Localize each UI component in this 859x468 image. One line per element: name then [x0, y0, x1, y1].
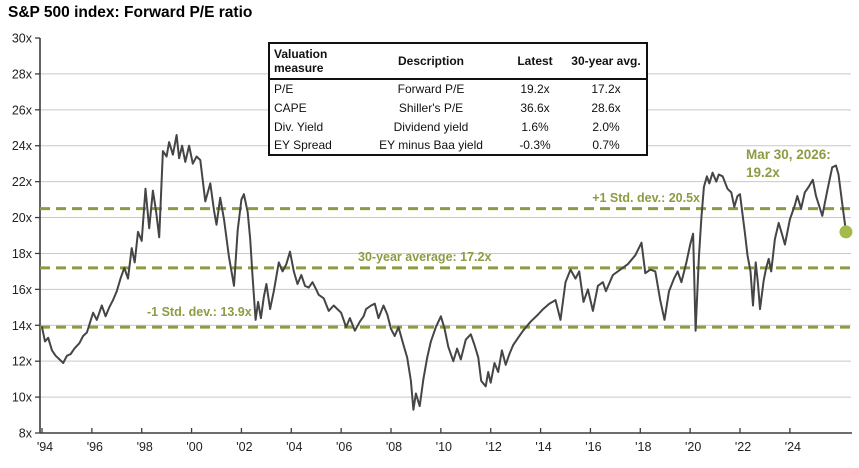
- table-cell: -0.3%: [519, 138, 551, 152]
- reference-line-label-0: +1 Std. dev.: 20.5x: [592, 191, 700, 205]
- y-tick-label: 24x: [12, 139, 33, 153]
- y-tick-label: 18x: [12, 247, 33, 261]
- x-tick-label: '14: [535, 440, 551, 454]
- table-cell: Dividend yield: [393, 119, 469, 134]
- endpoint-dot: [839, 225, 853, 239]
- x-tick-label: '22: [735, 440, 751, 454]
- y-tick-label: 10x: [12, 391, 33, 405]
- valuation-table-body: P/E Forward P/E 19.2x 17.2x CAPE Shiller's P/…: [269, 79, 647, 155]
- x-tick-label: '24: [785, 440, 801, 454]
- x-tick-label: '10: [436, 440, 452, 454]
- x-tick-label: '94: [37, 440, 53, 454]
- x-tick-label: '16: [585, 440, 601, 454]
- table-cell: 17.2x: [591, 82, 621, 96]
- table-cell: 19.2x: [520, 82, 550, 96]
- table-cell: Div. Yield: [274, 119, 324, 134]
- endpoint-label-value: 19.2x: [746, 165, 780, 180]
- table-cell: EY minus Baa yield: [379, 138, 483, 152]
- x-tick-label: '02: [236, 440, 252, 454]
- table-cell: 1.6%: [521, 119, 549, 134]
- y-tick-label: 28x: [12, 67, 33, 81]
- table-row: P/E Forward P/E 19.2x 17.2x: [269, 79, 647, 98]
- table-cell: 36.6x: [520, 100, 550, 115]
- x-tick-label: '18: [635, 440, 651, 454]
- table-cell: CAPE: [274, 100, 307, 115]
- x-tick-label: '96: [87, 440, 103, 454]
- x-tick-label: '20: [685, 440, 701, 454]
- table-row: CAPE Shiller's P/E 36.6x 28.6x: [269, 98, 647, 117]
- table-cell: 0.7%: [592, 138, 620, 152]
- table-header-0: Valuation measure: [269, 43, 358, 80]
- reference-line-label-1: 30-year average: 17.2x: [358, 250, 491, 264]
- table-header-2: Latest: [504, 43, 566, 80]
- x-tick-label: '08: [386, 440, 402, 454]
- x-tick-label: '04: [286, 440, 302, 454]
- table-cell: EY Spread: [274, 138, 332, 152]
- forward-pe-line: [41, 134, 847, 411]
- x-tick-label: '98: [137, 440, 153, 454]
- x-tick-label: '00: [186, 440, 202, 454]
- x-tick-label: '12: [486, 440, 502, 454]
- table-row: EY Spread EY minus Baa yield -0.3% 0.7%: [269, 136, 647, 155]
- table-header-3: 30-year avg.: [566, 43, 647, 80]
- x-tick-label: '06: [336, 440, 352, 454]
- endpoint-label-date: Mar 30, 2026:: [746, 147, 831, 162]
- y-tick-label: 12x: [12, 355, 33, 369]
- table-row: Div. Yield Dividend yield 1.6% 2.0%: [269, 117, 647, 136]
- y-tick-label: 14x: [12, 319, 33, 333]
- valuation-table-header: Valuation measure Description Latest 30-yea…: [269, 43, 647, 80]
- y-tick-label: 16x: [12, 283, 33, 297]
- table-cell: Forward P/E: [397, 82, 465, 96]
- chart-title: S&P 500 index: Forward P/E ratio: [8, 4, 253, 21]
- table-cell: 2.0%: [592, 119, 620, 134]
- y-tick-label: 8x: [19, 427, 33, 441]
- y-tick-label: 20x: [12, 211, 33, 225]
- table-cell: 28.6x: [591, 100, 621, 115]
- y-tick-label: 22x: [12, 175, 33, 189]
- valuation-measures-table: Valuation measure Description Latest 30-yea…: [268, 42, 648, 156]
- table-cell: P/E: [274, 82, 294, 96]
- table-cell: Shiller's P/E: [398, 100, 464, 115]
- table-header-1: Description: [358, 43, 504, 80]
- y-tick-label: 26x: [12, 103, 33, 117]
- reference-line-label-2: -1 Std. dev.: 13.9x: [147, 305, 252, 319]
- y-tick-label: 30x: [12, 32, 33, 46]
